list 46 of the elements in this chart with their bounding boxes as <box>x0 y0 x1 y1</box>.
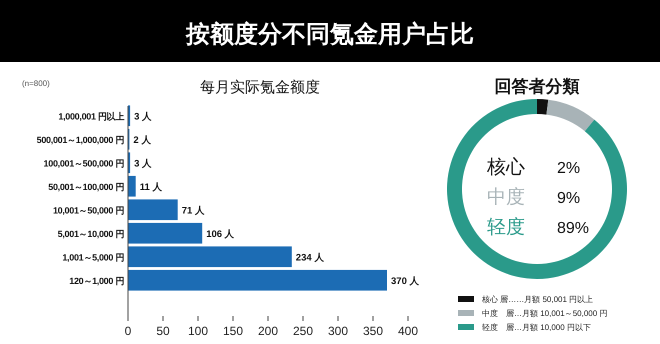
donut-slice <box>546 100 594 132</box>
x-tick-label: 300 <box>328 324 348 338</box>
x-tick-label: 400 <box>398 324 418 338</box>
data-label: 3 人 <box>134 110 154 122</box>
data-label: 71 人 <box>182 204 206 216</box>
chart-title: 回答者分類 <box>494 77 580 96</box>
bar <box>128 246 292 268</box>
x-tick-label: 250 <box>292 324 314 338</box>
x-tick-label: 350 <box>362 324 384 338</box>
text: (n=800) <box>22 79 50 88</box>
data-label: 234 人 <box>296 251 326 264</box>
bar <box>128 199 178 220</box>
x-tick-label: 200 <box>258 324 278 338</box>
chart-title: 按额度分不同氪金用户占比 <box>185 21 474 48</box>
y-tick-label: 5,001～10,000 円 <box>58 228 124 239</box>
text: 9% <box>557 190 580 207</box>
bar <box>128 176 136 197</box>
x-tick-label: 50 <box>156 324 170 338</box>
text: 89% <box>557 220 590 237</box>
data-label: 3 人 <box>134 157 154 170</box>
bar <box>128 270 387 291</box>
x-tick-label: 0 <box>124 324 132 338</box>
legend-label: 轻度 層…月額 10,000 円以下 <box>482 323 591 332</box>
y-tick-label: 1,000,001 円以上 <box>58 111 124 122</box>
y-tick-label: 1,001～5,000 円 <box>62 252 124 262</box>
y-tick-label: 500,001～1,000,000 円 <box>36 134 124 145</box>
y-tick-label: 100,001～500,000 円 <box>44 158 124 168</box>
chart-subtitle: 每月实际氪金额度 <box>200 79 320 96</box>
text: 中度 <box>487 186 525 208</box>
data-label: 370 人 <box>391 274 420 287</box>
data-label: 106 人 <box>206 228 236 240</box>
x-tick-label: 150 <box>222 324 244 338</box>
text: 轻度 <box>487 216 525 238</box>
x-tick-label: 100 <box>188 324 208 338</box>
y-tick-label: 10,001～50,000 円 <box>52 205 124 216</box>
bar <box>128 222 202 244</box>
legend-label: 核心 層……月額 50,001 円以上 <box>481 295 594 304</box>
data-label: 2 人 <box>133 134 152 146</box>
y-tick-label: 120～1,000 円 <box>69 276 124 286</box>
legend-label: 中度 層…月額 10,001～50,000 円 <box>482 309 608 318</box>
donut-slice <box>537 99 548 115</box>
text: 核心 <box>486 156 525 178</box>
donut-slice <box>447 99 627 279</box>
text: 2% <box>557 160 580 177</box>
data-label: 11 人 <box>140 180 164 193</box>
y-tick-label: 50,001～100,000 円 <box>48 182 124 192</box>
